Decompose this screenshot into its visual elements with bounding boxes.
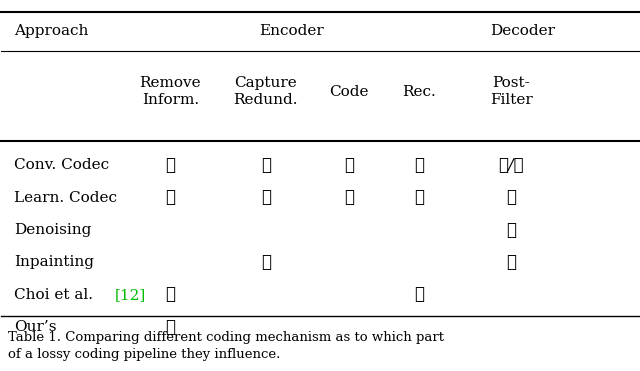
- Text: [12]: [12]: [115, 288, 146, 302]
- Text: ✓: ✓: [344, 189, 354, 206]
- Text: Approach: Approach: [14, 24, 88, 38]
- Text: Post-
Filter: Post- Filter: [490, 76, 532, 107]
- Text: ✓: ✓: [414, 157, 424, 174]
- Text: Conv. Codec: Conv. Codec: [14, 158, 109, 172]
- Text: ✓: ✓: [506, 189, 516, 206]
- Text: Learn. Codec: Learn. Codec: [14, 191, 117, 205]
- Text: ✓: ✓: [506, 254, 516, 271]
- Text: Decoder: Decoder: [490, 24, 555, 38]
- Text: Our’s: Our’s: [14, 320, 56, 334]
- Text: ✓: ✓: [261, 157, 271, 174]
- Text: ✓: ✓: [165, 319, 175, 336]
- Text: ✓: ✓: [414, 286, 424, 303]
- Text: Encoder: Encoder: [259, 24, 324, 38]
- Text: ✓: ✓: [506, 221, 516, 239]
- Text: ✓: ✓: [261, 254, 271, 271]
- Text: Denoising: Denoising: [14, 223, 92, 237]
- Text: ✗/✓: ✗/✓: [499, 157, 524, 174]
- Text: ✓: ✓: [165, 286, 175, 303]
- Text: ✓: ✓: [261, 189, 271, 206]
- Text: Choi et al.: Choi et al.: [14, 288, 98, 302]
- Text: ✓: ✓: [165, 189, 175, 206]
- Text: Table 1. Comparing different coding mechanism as to which part
of a lossy coding: Table 1. Comparing different coding mech…: [8, 331, 444, 361]
- Text: Code: Code: [329, 85, 369, 99]
- Text: Inpainting: Inpainting: [14, 256, 94, 269]
- Text: Rec.: Rec.: [402, 85, 436, 99]
- Text: Remove
Inform.: Remove Inform.: [140, 76, 201, 107]
- Text: Capture
Redund.: Capture Redund.: [234, 76, 298, 107]
- Text: ✓: ✓: [344, 157, 354, 174]
- Text: ✓: ✓: [165, 157, 175, 174]
- Text: ✓: ✓: [414, 189, 424, 206]
